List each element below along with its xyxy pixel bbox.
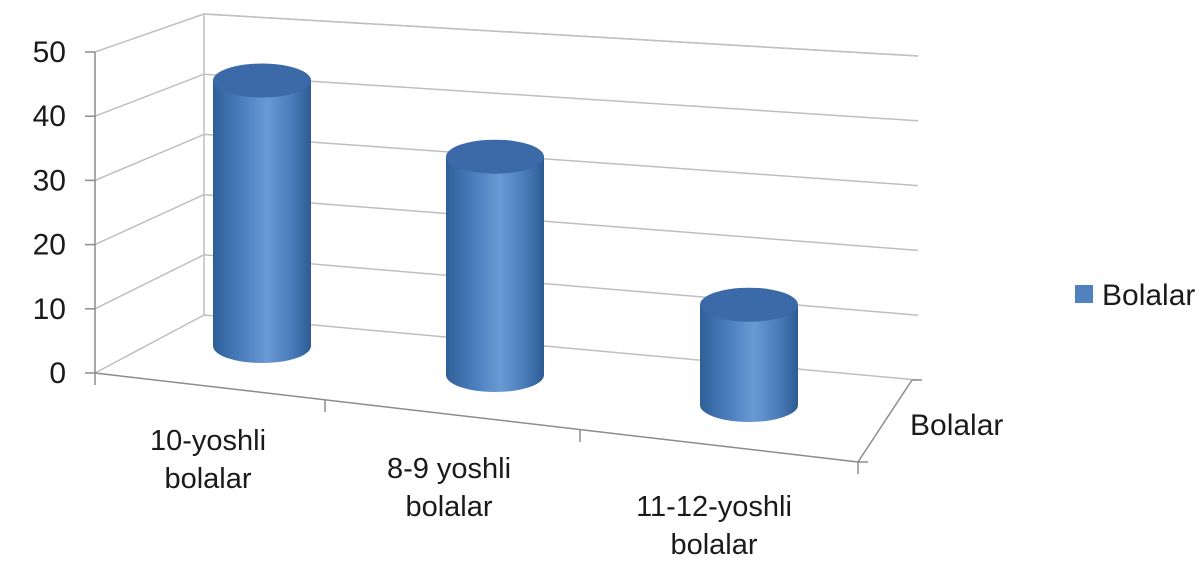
category-label-line: 10-yoshli: [150, 425, 266, 457]
y-tick-label: 0: [49, 357, 66, 390]
back-wall-gridline: [203, 254, 919, 316]
category-label-line: 11-12-yoshli: [636, 491, 792, 523]
axes: [85, 51, 922, 474]
back-wall-gridline: [203, 13, 919, 57]
legend-swatch: [1075, 285, 1093, 303]
chart-walls: [203, 13, 919, 315]
category-label: 11-12-yoshli bolalar: [636, 491, 792, 561]
y-tick-label: 50: [33, 36, 66, 69]
category-label-line: bolalar: [670, 529, 757, 561]
x-axis-line: [94, 372, 859, 463]
side-wall-gridline: [94, 314, 205, 374]
cylinder-top: [446, 139, 544, 174]
category-label-line: 8-9 yoshli: [387, 453, 511, 485]
y-tick-label: 10: [33, 293, 66, 326]
cylinder-bar: [700, 287, 798, 422]
y-axis-tick-labels: 0 10 20 30 40 50: [33, 36, 66, 390]
cylinder-bar: [213, 63, 311, 363]
category-labels: 10-yoshli bolalar 8-9 yoshli bolalar 11-12-y…: [150, 425, 792, 561]
back-wall-gridline: [203, 73, 919, 122]
cylinder-top: [700, 287, 798, 322]
back-wall-gridline: [203, 193, 919, 252]
category-label: 8-9 yoshli bolalar: [387, 453, 511, 523]
cylinder-bar: [446, 139, 544, 392]
depth-axis-line: [857, 379, 913, 463]
y-tick-label: 30: [33, 164, 66, 197]
side-wall-gridline: [94, 133, 205, 182]
side-wall-gridline: [94, 254, 205, 310]
category-label: 10-yoshli bolalar: [150, 425, 266, 495]
cylinder-bars: [213, 63, 798, 422]
depth-axis-label: Bolalar: [910, 409, 1003, 442]
back-wall-gridline: [203, 314, 919, 381]
side-wall-gridline: [94, 193, 205, 246]
legend-label: Bolalar: [1102, 279, 1195, 312]
category-label-line: bolalar: [405, 491, 492, 523]
gridlines: [94, 13, 919, 381]
cylinder-body: [213, 80, 311, 363]
y-tick-label: 20: [33, 229, 66, 262]
back-wall-gridline: [203, 133, 919, 187]
category-label-line: bolalar: [164, 463, 251, 495]
cylinder-body: [446, 156, 544, 392]
legend: Bolalar: [1075, 279, 1195, 312]
side-wall-gridline: [94, 73, 205, 117]
cylinder-body: [700, 304, 798, 422]
side-wall-gridline: [94, 13, 205, 53]
cylinder-top: [213, 63, 311, 98]
y-tick-label: 40: [33, 100, 66, 133]
